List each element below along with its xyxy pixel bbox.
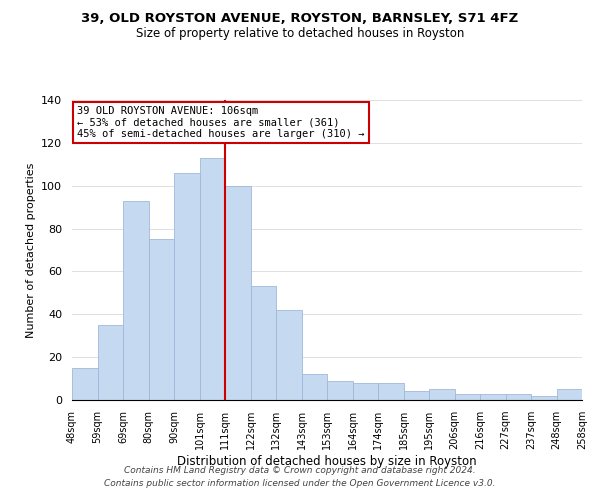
Bar <box>251 286 276 400</box>
X-axis label: Distribution of detached houses by size in Royston: Distribution of detached houses by size … <box>177 455 477 468</box>
Bar <box>199 158 225 400</box>
Bar <box>455 394 480 400</box>
Bar <box>378 383 404 400</box>
Bar <box>225 186 251 400</box>
Y-axis label: Number of detached properties: Number of detached properties <box>26 162 35 338</box>
Text: 39, OLD ROYSTON AVENUE, ROYSTON, BARNSLEY, S71 4FZ: 39, OLD ROYSTON AVENUE, ROYSTON, BARNSLE… <box>82 12 518 26</box>
Bar <box>174 173 199 400</box>
Bar <box>123 200 149 400</box>
Bar <box>149 240 174 400</box>
Bar <box>429 390 455 400</box>
Bar <box>505 394 531 400</box>
Bar <box>327 380 353 400</box>
Bar <box>302 374 327 400</box>
Bar <box>404 392 429 400</box>
Bar <box>557 390 582 400</box>
Bar <box>276 310 302 400</box>
Bar <box>72 368 97 400</box>
Bar <box>353 383 378 400</box>
Bar <box>480 394 505 400</box>
Text: 39 OLD ROYSTON AVENUE: 106sqm
← 53% of detached houses are smaller (361)
45% of : 39 OLD ROYSTON AVENUE: 106sqm ← 53% of d… <box>77 106 365 139</box>
Text: Contains HM Land Registry data © Crown copyright and database right 2024.
Contai: Contains HM Land Registry data © Crown c… <box>104 466 496 487</box>
Bar <box>531 396 557 400</box>
Bar <box>97 325 123 400</box>
Text: Size of property relative to detached houses in Royston: Size of property relative to detached ho… <box>136 28 464 40</box>
